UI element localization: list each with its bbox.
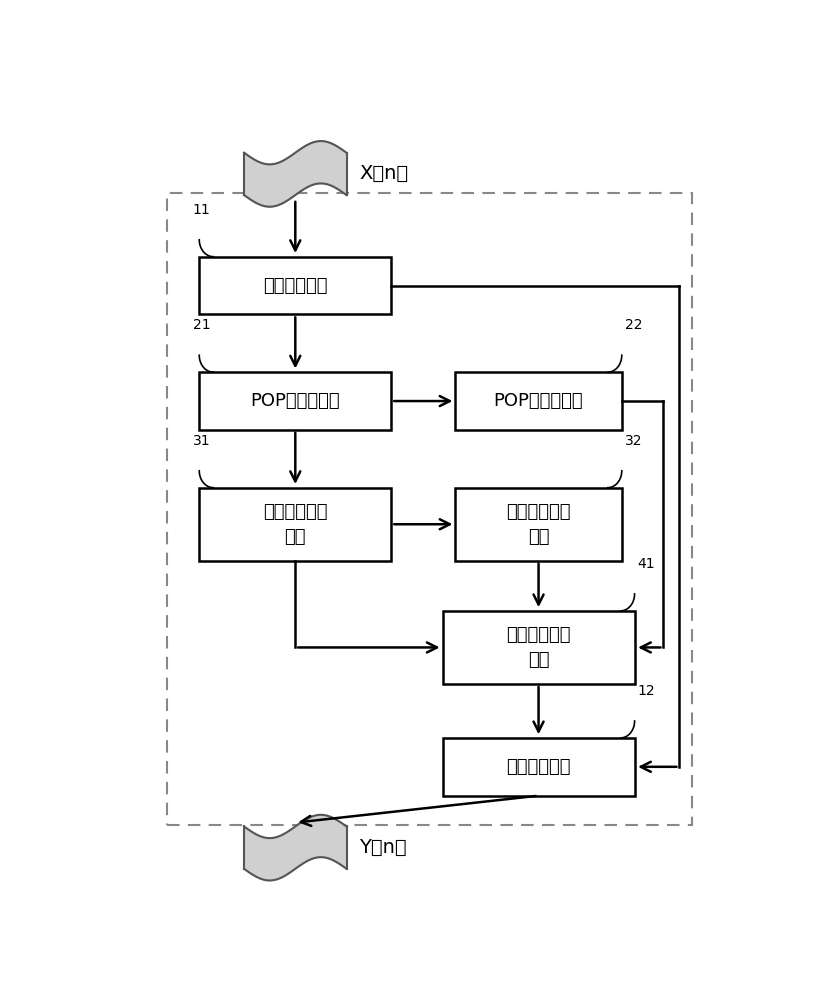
Bar	[199, 257, 392, 314]
Bar	[167, 193, 692, 825]
Text: 声道校正模块: 声道校正模块	[506, 758, 571, 776]
Text: 21: 21	[192, 318, 211, 332]
Text: 声道检测模块: 声道检测模块	[263, 277, 328, 295]
Polygon shape	[244, 815, 347, 880]
Bar	[443, 738, 634, 796]
Text: 直流偏置检测
模块: 直流偏置检测 模块	[263, 503, 328, 546]
Text: POP声检测模块: POP声检测模块	[250, 392, 340, 410]
Text: 直流偏置校正
模块: 直流偏置校正 模块	[506, 503, 571, 546]
Polygon shape	[244, 141, 347, 207]
Bar	[199, 372, 392, 430]
Bar	[455, 372, 622, 430]
Text: Y（n）: Y（n）	[359, 838, 407, 857]
Bar	[199, 488, 392, 561]
Text: 31: 31	[192, 434, 211, 448]
Bar	[455, 488, 622, 561]
Text: 11: 11	[192, 203, 211, 217]
Text: 32: 32	[625, 434, 643, 448]
Text: 22: 22	[625, 318, 643, 332]
Text: 12: 12	[638, 684, 655, 698]
Text: 信号增益控制
模块: 信号增益控制 模块	[506, 626, 571, 669]
Text: X（n）: X（n）	[359, 164, 408, 183]
Text: POP声校正模块: POP声校正模块	[494, 392, 583, 410]
Text: 41: 41	[638, 557, 655, 571]
Bar	[443, 611, 634, 684]
